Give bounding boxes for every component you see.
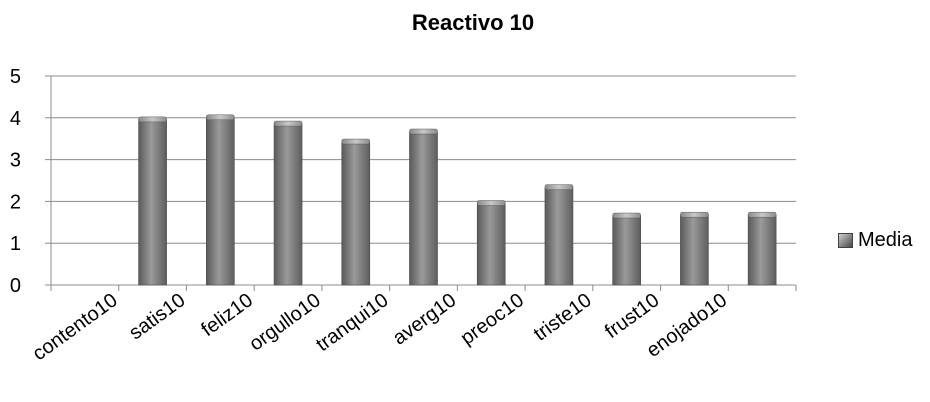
x-tick-label: feliz10 xyxy=(197,289,257,341)
legend-label: Media xyxy=(858,229,913,251)
bar xyxy=(476,200,506,286)
bar xyxy=(273,120,303,286)
bar xyxy=(341,138,371,286)
legend-swatch xyxy=(838,233,853,248)
x-tick-label: tranqui10 xyxy=(312,289,392,356)
x-tick-label: orgullo10 xyxy=(245,289,325,355)
x-tick-label: averg10 xyxy=(389,289,460,349)
bar xyxy=(747,211,777,286)
y-tick-label: 4 xyxy=(10,108,21,130)
bars xyxy=(138,114,777,286)
x-tick-label: satis10 xyxy=(125,289,189,344)
bar xyxy=(409,128,438,286)
bar xyxy=(206,114,235,286)
chart-title: Reactivo 10 xyxy=(411,10,535,35)
x-tick-label: triste10 xyxy=(530,289,596,345)
y-tick-label: 3 xyxy=(10,150,21,172)
x-tick-label: contento10 xyxy=(29,289,122,365)
bar xyxy=(612,212,641,286)
y-tick-label: 1 xyxy=(10,233,21,255)
y-tick-label: 0 xyxy=(10,275,21,297)
bar xyxy=(138,116,167,286)
bar xyxy=(680,211,709,286)
legend: Media xyxy=(838,229,912,252)
y-tick-label: 5 xyxy=(10,66,21,88)
x-tick-label: preoc10 xyxy=(457,289,528,349)
bar xyxy=(544,184,574,286)
y-tick-label: 2 xyxy=(10,191,21,213)
